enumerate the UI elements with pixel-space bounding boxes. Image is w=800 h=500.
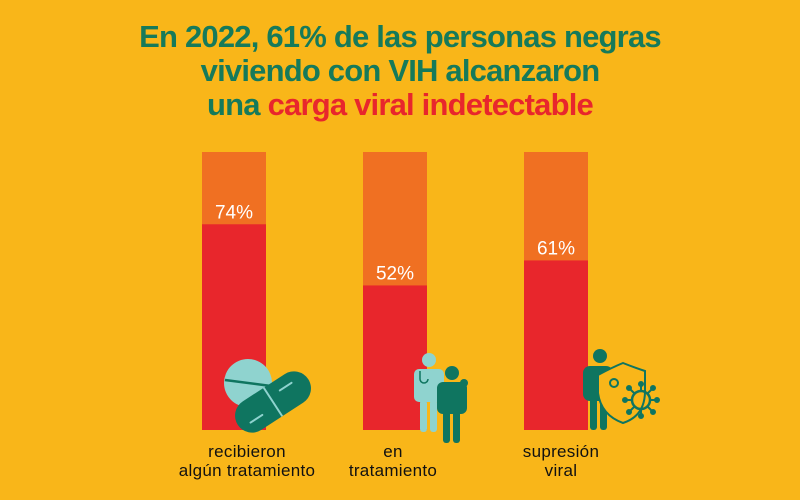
data-label-1: 52% <box>376 263 414 284</box>
category-label-1: en tratamiento <box>348 442 438 480</box>
title-line-1: En 2022, 61% de las personas negras <box>139 19 661 54</box>
title-highlight: carga viral indetectable <box>267 87 594 122</box>
pill-capsule-icon <box>224 359 311 433</box>
bar-1 <box>363 285 427 430</box>
category-label-2: supresión viral <box>522 442 600 480</box>
bar-2 <box>524 260 588 430</box>
title-line-2: viviendo con VIH alcanzaron <box>200 53 601 88</box>
data-label-0: 74% <box>215 202 253 223</box>
title-line-3: una carga viral indetectable <box>207 87 594 122</box>
category-label-0: recibieron algún tratamiento <box>178 442 316 480</box>
chart-title: En 2022, 61% de las personas negras vivi… <box>0 20 800 122</box>
person-shield-virus-icon <box>583 349 660 430</box>
data-label-2: 61% <box>537 238 575 259</box>
doctor-patient-icon <box>414 353 468 443</box>
